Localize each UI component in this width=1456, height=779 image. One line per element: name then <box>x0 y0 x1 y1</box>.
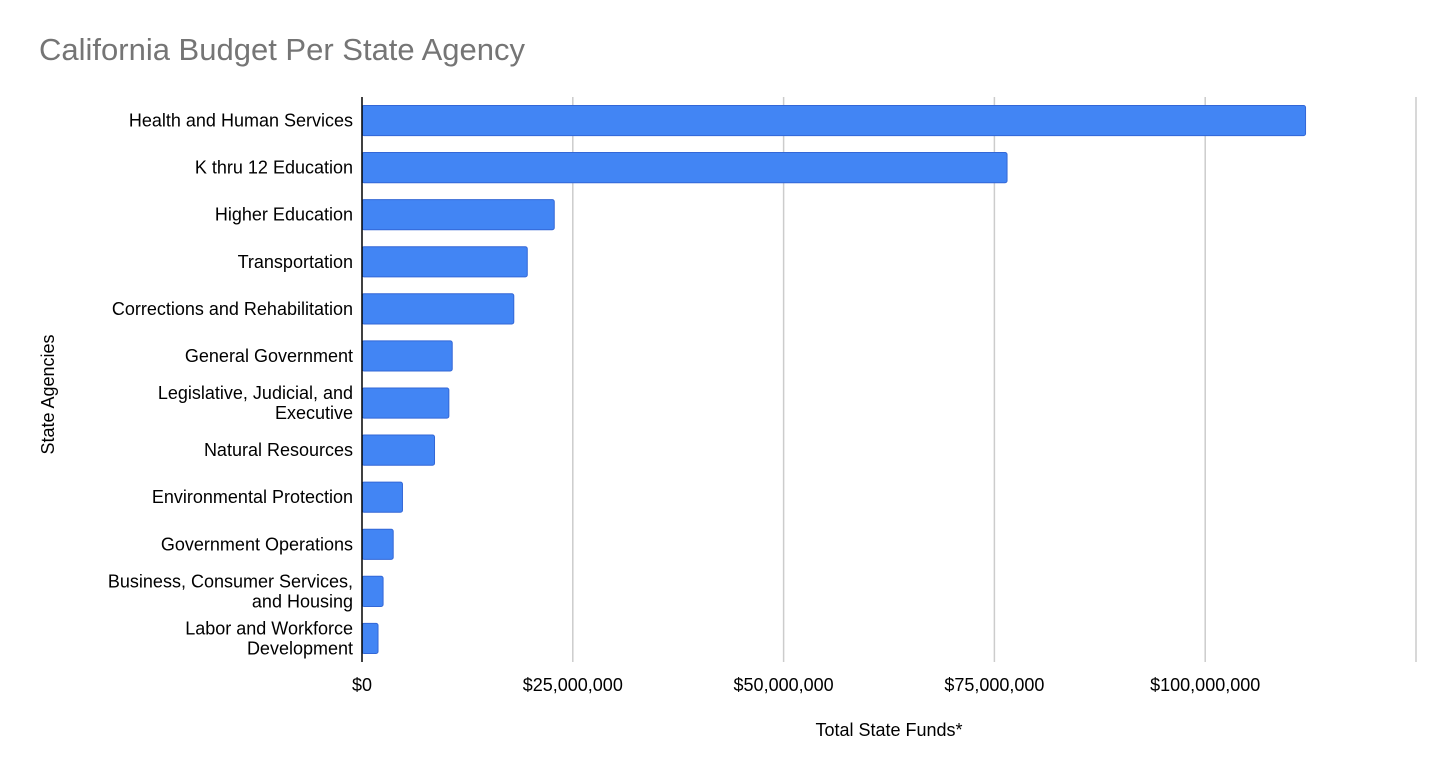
category-label: Health and Human Services <box>129 111 353 131</box>
y-axis-title: State Agencies <box>38 334 58 454</box>
bar <box>361 575 384 607</box>
category-labels: Health and Human Services K thru 12 Educa… <box>108 111 353 659</box>
x-tick-label: $100,000,000 <box>1150 675 1260 695</box>
bar <box>361 528 394 560</box>
bar <box>361 152 1008 184</box>
category-label: Business, Consumer Services, and Housing <box>108 571 353 611</box>
gridlines <box>572 97 1417 662</box>
x-tick-labels: $0 $25,000,000 $50,000,000 $75,000,000 $100,… <box>352 675 1260 695</box>
bar <box>361 434 436 466</box>
x-tick-label: $25,000,000 <box>523 675 623 695</box>
bar <box>361 387 450 419</box>
category-label: Corrections and Rehabilitation <box>112 299 353 319</box>
bar <box>361 293 515 325</box>
category-label: Government Operations <box>161 534 353 554</box>
x-tick-label: $50,000,000 <box>734 675 834 695</box>
bar <box>361 104 1307 137</box>
bar <box>361 340 453 372</box>
category-label: Legislative, Judicial, and Executive <box>158 383 353 423</box>
category-label: Natural Resources <box>204 440 353 460</box>
category-label: General Government <box>185 346 353 366</box>
category-label: Environmental Protection <box>152 487 353 507</box>
bar <box>361 199 555 231</box>
category-label: Labor and Workforce Development <box>185 618 353 658</box>
x-tick-label: $0 <box>352 675 372 695</box>
bar <box>361 481 403 513</box>
category-label: K thru 12 Education <box>195 158 353 178</box>
bar <box>361 246 528 278</box>
bars <box>361 104 1307 655</box>
x-axis-title: Total State Funds* <box>815 720 962 740</box>
bar <box>361 622 379 655</box>
category-label: Transportation <box>238 252 353 272</box>
category-label: Higher Education <box>215 205 353 225</box>
chart-title: California Budget Per State Agency <box>39 32 525 67</box>
x-tick-label: $75,000,000 <box>944 675 1044 695</box>
